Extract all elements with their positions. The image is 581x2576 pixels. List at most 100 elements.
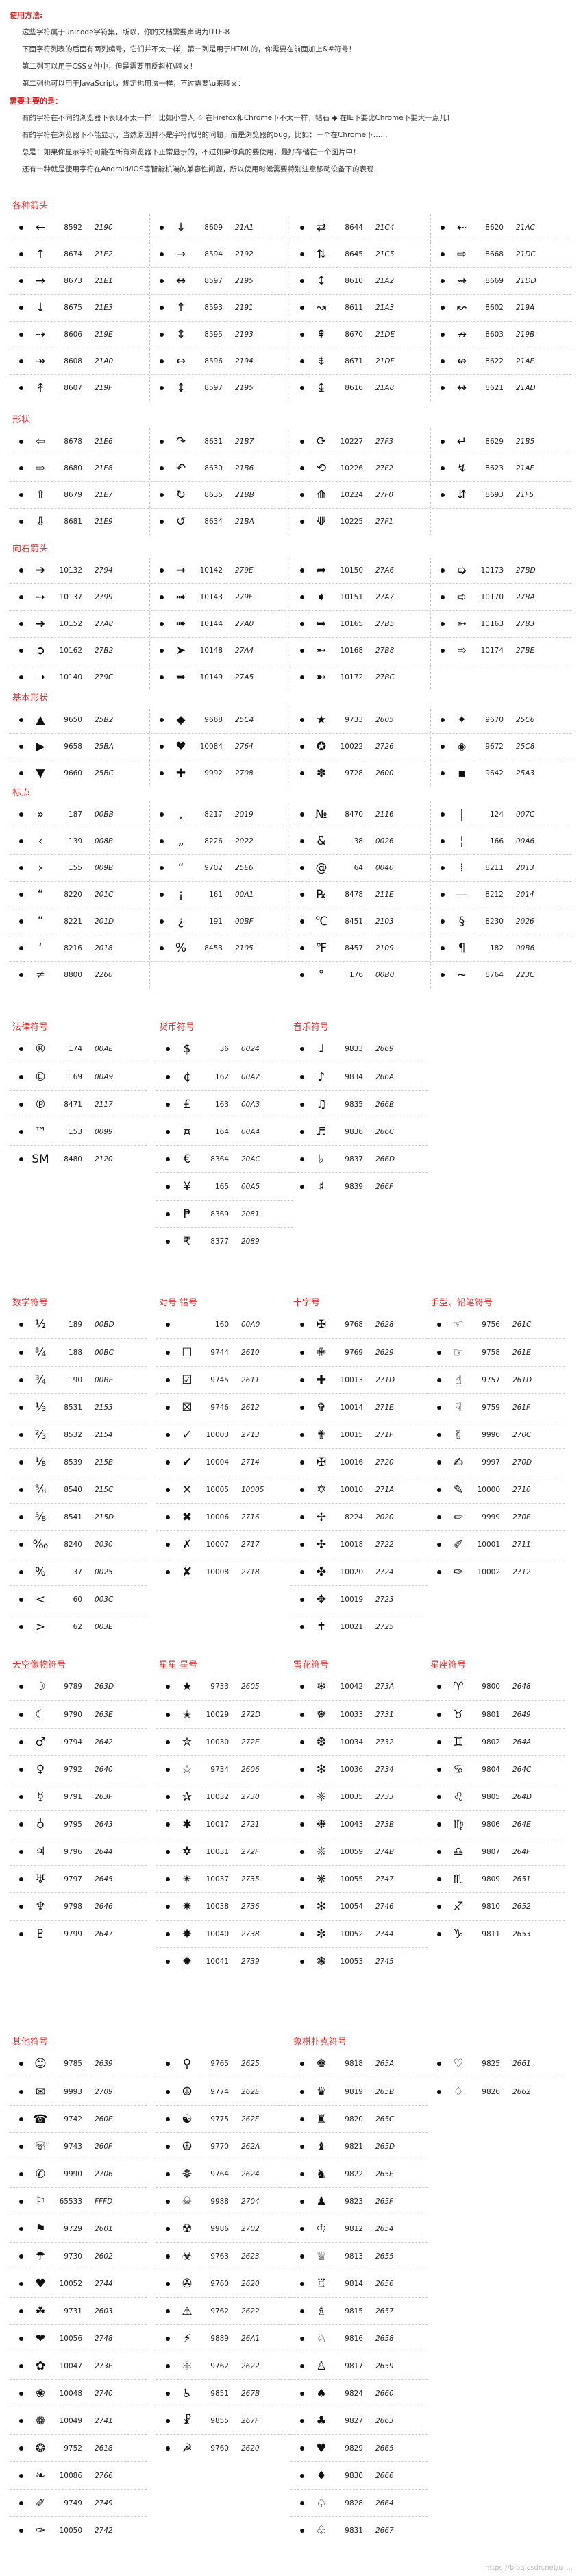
- bullet-icon: [300, 2528, 304, 2533]
- symbol-glyph: ☧: [182, 2414, 192, 2428]
- symbol-entry: ❊ 10059 274B: [290, 1838, 428, 1865]
- decimal-code: 9834: [345, 1072, 363, 1081]
- symbol-glyph: ♥: [35, 2276, 46, 2291]
- hex-code: 21E6: [95, 437, 113, 446]
- bullet-icon: [19, 946, 23, 950]
- symbol-entry: ¤ 164 00A4: [156, 1118, 293, 1145]
- decimal-code: 189: [68, 1321, 82, 1329]
- symbol-glyph: ➭: [456, 563, 467, 577]
- hex-code: 25C6: [516, 715, 535, 724]
- decimal-code: 8616: [345, 384, 363, 392]
- hex-code: 2666: [375, 2471, 394, 2480]
- symbol-glyph: ❈: [316, 1790, 327, 1804]
- hex-code: 2764: [235, 743, 254, 751]
- decimal-code: 9749: [64, 2499, 82, 2507]
- hex-code: 00A4: [241, 1127, 260, 1136]
- bullet-icon: [160, 946, 164, 950]
- decimal-code: 9746: [210, 1403, 229, 1412]
- decimal-code: 10019: [340, 1595, 363, 1604]
- symbol-row: ♛ 9819 265B: [290, 2078, 428, 2105]
- decimal-code: 8673: [64, 277, 82, 285]
- decimal-code: 9812: [345, 2224, 363, 2233]
- symbol-glyph: ➸: [316, 644, 327, 658]
- symbol-glyph: ℗: [34, 1097, 47, 1111]
- decimal-code: 9756: [482, 1321, 500, 1329]
- symbol-entry: ✑ 10050 2742: [10, 2517, 147, 2544]
- bullet-icon: [300, 2144, 304, 2149]
- symbol-glyph: ↕: [175, 381, 186, 395]
- hex-code: 2660: [375, 2389, 394, 2398]
- symbol-row: › 155 009B “9702 25E6 @64 0040 ⁞ 8211 2013: [10, 854, 571, 881]
- symbol-row: 160 00A0: [156, 1311, 293, 1338]
- symbol-glyph: ❊: [316, 1844, 327, 1859]
- symbol-entry: ✉ 9993 2709: [10, 2078, 147, 2105]
- symbol-entry: ♉ 9801 2649: [428, 1701, 565, 1728]
- decimal-code: 8471: [64, 1100, 82, 1109]
- bullet-icon: [441, 622, 445, 626]
- bullet-icon: [166, 1712, 170, 1717]
- decimal-code: 8596: [204, 357, 223, 365]
- bullet-icon: [300, 2473, 304, 2478]
- symbol-glyph: ♫: [316, 1097, 327, 1111]
- hex-code: 2738: [241, 1929, 260, 1938]
- hex-code: 263D: [95, 1683, 114, 1691]
- symbol-glyph: ♢: [453, 2084, 464, 2099]
- symbol-entry: ⇢ 8606 219E: [10, 322, 150, 348]
- bullet-icon: [437, 1822, 441, 1827]
- hex-code: 27F0: [375, 491, 394, 499]
- symbol-entry: ¿ 191 00BF: [150, 908, 290, 935]
- bullet-icon: [19, 595, 23, 599]
- bullet-icon: [19, 2418, 23, 2423]
- symbol-entry: ↭ 8621 21AD: [431, 375, 571, 401]
- hex-code: 2659: [375, 2361, 394, 2370]
- hex-code: 2026: [516, 917, 534, 926]
- symbol-glyph: ♍: [453, 1817, 464, 1831]
- hex-code: 21E2: [95, 250, 113, 258]
- decimal-code: 9789: [64, 1683, 82, 1691]
- decimal-code: 9851: [210, 2389, 229, 2398]
- decimal-code: 9807: [482, 1847, 500, 1856]
- decimal-code: 10000: [477, 1485, 500, 1494]
- symbol-glyph: ↶: [175, 461, 186, 475]
- decimal-code: 10043: [340, 1820, 363, 1829]
- symbol-entry: % 37 0025: [10, 1558, 147, 1585]
- hex-code: 007C: [516, 810, 535, 819]
- symbol-row: ☭ 9760 2620: [156, 2434, 293, 2461]
- symbol-glyph: ♇: [35, 1927, 46, 1941]
- hex-code: 223C: [516, 971, 535, 979]
- bullet-icon: [19, 1377, 23, 1382]
- bullet-icon: [300, 1959, 304, 1964]
- symbol-entry: ◈ 9672 25C8: [431, 734, 571, 760]
- symbol-row: ☐ 9744 2610: [156, 1338, 293, 1366]
- symbol-entry: ♁ 9795 2643: [10, 1811, 147, 1838]
- decimal-code: 8670: [345, 330, 363, 339]
- hex-code: 267F: [241, 2416, 260, 2425]
- bullet-icon: [166, 1405, 170, 1410]
- symbol-entry: ⇄ 8644 21C4: [290, 214, 431, 241]
- decimal-code: 10007: [206, 1540, 229, 1549]
- bullet-icon: [19, 2446, 23, 2451]
- symbol-entry: ⟳ 10227 27F3: [290, 428, 431, 455]
- group-title: 星星 星号: [159, 1660, 198, 1670]
- symbol-glyph: ✑: [453, 1565, 464, 1579]
- symbol-glyph: ⇠: [456, 220, 467, 234]
- bullet-icon: [441, 225, 445, 230]
- decimal-code: 10151: [340, 593, 363, 601]
- symbol-glyph: ⁞: [460, 861, 464, 875]
- symbol-entry: ❧ 10086 2766: [10, 2462, 147, 2489]
- hex-code: 264A: [512, 1737, 532, 1746]
- symbol-entry: ♃ 9796 2644: [10, 1838, 147, 1865]
- symbol-entry: ✔ 10004 2714: [156, 1449, 293, 1476]
- symbol-row: ✔ 10004 2714: [156, 1448, 293, 1476]
- hex-code: 2089: [241, 1237, 260, 1246]
- hex-code: 21AE: [516, 357, 535, 365]
- symbol-entry: ↷ 8631 21B7: [150, 428, 290, 455]
- hex-code: 2652: [512, 1902, 531, 1911]
- bullet-icon: [160, 812, 164, 817]
- symbol-glyph: <: [35, 1592, 46, 1606]
- decimal-code: 10148: [199, 647, 223, 655]
- decimal-code: 9765: [210, 2060, 229, 2068]
- bullet-icon: [160, 439, 164, 444]
- bullet-icon: [441, 771, 445, 775]
- symbol-glyph: ➠: [175, 617, 186, 631]
